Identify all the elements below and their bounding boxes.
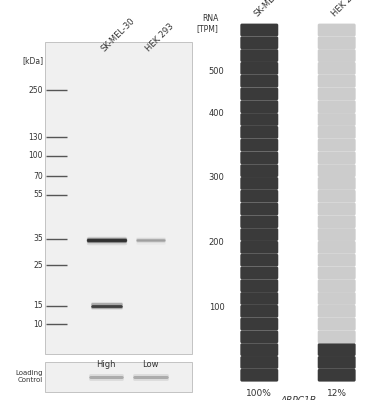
FancyBboxPatch shape [318,202,356,215]
FancyBboxPatch shape [240,62,278,75]
Text: Low: Low [142,360,159,369]
FancyBboxPatch shape [318,190,356,203]
Text: 100%: 100% [247,389,272,398]
FancyBboxPatch shape [240,292,278,305]
FancyBboxPatch shape [240,126,278,139]
FancyBboxPatch shape [318,126,356,139]
Text: HEK 293: HEK 293 [330,0,362,18]
Text: ARPC1B: ARPC1B [280,396,316,400]
Text: High: High [96,360,116,369]
FancyBboxPatch shape [318,152,356,164]
FancyBboxPatch shape [240,24,278,36]
FancyBboxPatch shape [318,343,356,356]
Text: 250: 250 [29,86,43,95]
FancyBboxPatch shape [240,254,278,266]
FancyBboxPatch shape [240,215,278,228]
Text: 300: 300 [209,173,224,182]
FancyBboxPatch shape [240,266,278,279]
FancyBboxPatch shape [240,177,278,190]
Text: 500: 500 [209,67,224,76]
Text: HEK 293: HEK 293 [144,21,176,53]
FancyBboxPatch shape [240,113,278,126]
Text: 35: 35 [33,234,43,243]
FancyBboxPatch shape [318,36,356,49]
FancyBboxPatch shape [318,164,356,177]
FancyBboxPatch shape [240,139,278,152]
FancyBboxPatch shape [240,36,278,49]
FancyBboxPatch shape [318,113,356,126]
Text: 10: 10 [33,320,43,329]
Text: 15: 15 [33,301,43,310]
FancyBboxPatch shape [240,241,278,254]
FancyBboxPatch shape [240,369,278,382]
Text: 130: 130 [29,133,43,142]
FancyBboxPatch shape [240,152,278,164]
FancyBboxPatch shape [240,228,278,241]
FancyBboxPatch shape [318,49,356,62]
FancyBboxPatch shape [318,215,356,228]
FancyBboxPatch shape [240,356,278,369]
FancyBboxPatch shape [318,177,356,190]
Bar [45,42,192,354]
FancyBboxPatch shape [318,356,356,369]
FancyBboxPatch shape [240,88,278,100]
Text: Loading
Control: Loading Control [15,370,43,384]
FancyBboxPatch shape [240,330,278,343]
FancyBboxPatch shape [318,139,356,152]
Text: 55: 55 [33,190,43,199]
Text: 100: 100 [29,151,43,160]
FancyBboxPatch shape [318,88,356,100]
Text: 100: 100 [209,303,224,312]
Bar [45,362,192,392]
FancyBboxPatch shape [240,202,278,215]
FancyBboxPatch shape [318,292,356,305]
Text: SK-MEL-30: SK-MEL-30 [253,0,290,18]
FancyBboxPatch shape [318,318,356,330]
Text: 70: 70 [33,172,43,181]
Text: [kDa]: [kDa] [22,56,43,65]
FancyBboxPatch shape [240,75,278,88]
FancyBboxPatch shape [318,241,356,254]
Text: 25: 25 [33,260,43,270]
FancyBboxPatch shape [318,62,356,75]
FancyBboxPatch shape [318,266,356,279]
FancyBboxPatch shape [240,318,278,330]
FancyBboxPatch shape [318,254,356,266]
FancyBboxPatch shape [318,24,356,36]
Text: 12%: 12% [327,389,347,398]
FancyBboxPatch shape [318,330,356,343]
FancyBboxPatch shape [240,305,278,318]
FancyBboxPatch shape [240,190,278,203]
FancyBboxPatch shape [318,228,356,241]
FancyBboxPatch shape [240,343,278,356]
FancyBboxPatch shape [318,279,356,292]
FancyBboxPatch shape [240,49,278,62]
FancyBboxPatch shape [240,100,278,113]
FancyBboxPatch shape [318,305,356,318]
Text: SK-MEL-30: SK-MEL-30 [100,16,137,53]
FancyBboxPatch shape [240,279,278,292]
FancyBboxPatch shape [240,164,278,177]
FancyBboxPatch shape [318,100,356,113]
FancyBboxPatch shape [318,75,356,88]
FancyBboxPatch shape [318,369,356,382]
Text: 400: 400 [209,109,224,118]
Text: 200: 200 [209,238,224,247]
Text: RNA
[TPM]: RNA [TPM] [197,14,219,33]
